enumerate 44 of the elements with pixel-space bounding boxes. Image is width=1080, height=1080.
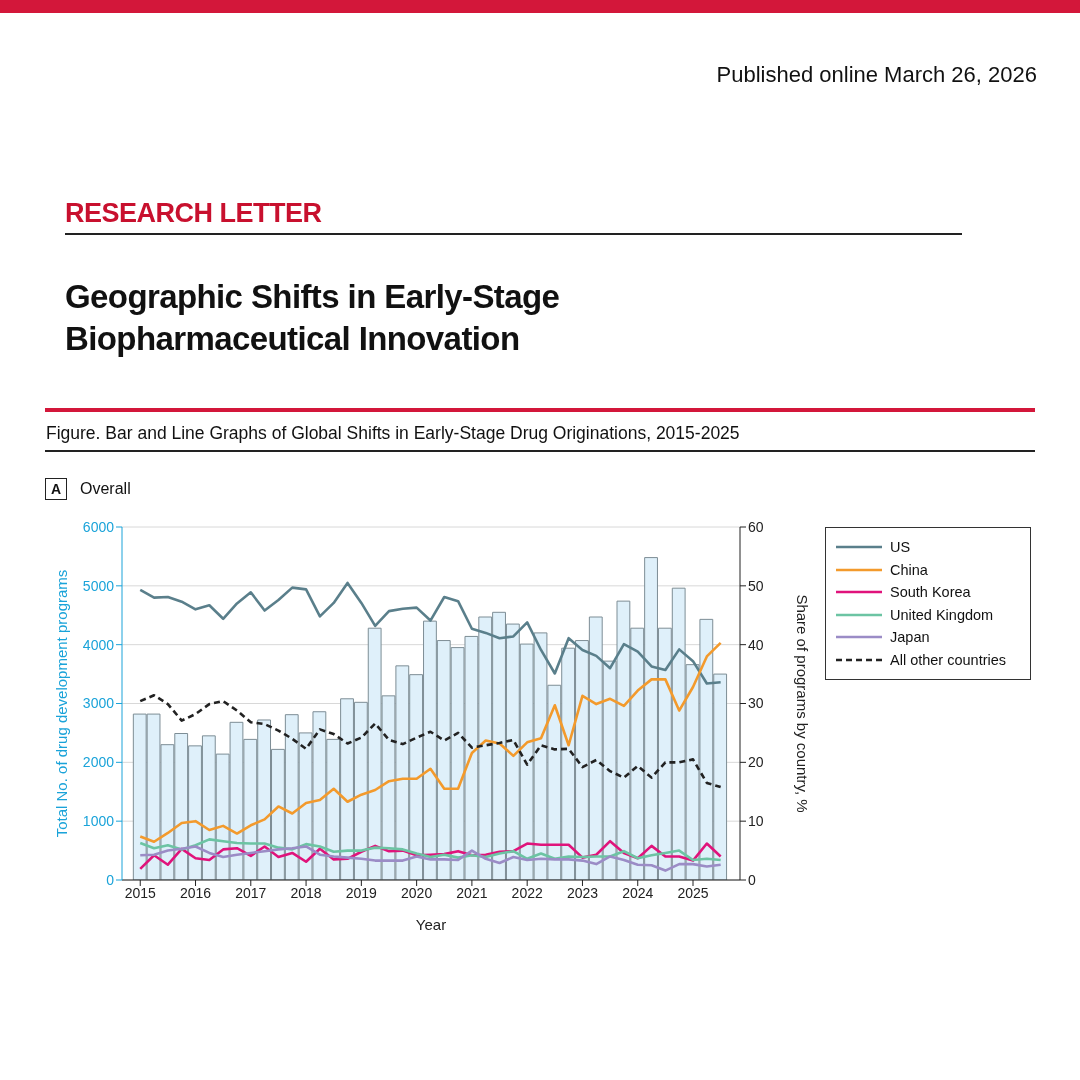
x-tick-label: 2023 xyxy=(566,884,599,901)
y-tick-label: 4000 xyxy=(82,636,115,653)
chart-subtitle: Figure. Bar and Line Graphs of Global Shifts in Early-Stage Drug Originations, 2015-2025 xyxy=(46,423,740,444)
chart-title: Geographic Shifts in Early-Stage Biopharmaceutical Innovation xyxy=(65,277,561,359)
line-series xyxy=(138,845,722,872)
y2-tick-label: 40 xyxy=(748,636,764,653)
legend-label: Japan xyxy=(890,629,930,646)
legend-label: United Kingdom xyxy=(890,606,994,623)
legend-label: China xyxy=(890,561,928,578)
y-tick-label: 3000 xyxy=(82,695,115,712)
y-axis-title: Total No. of drug development programs xyxy=(53,569,71,838)
text: Published online March 26, 2026 xyxy=(716,62,1037,88)
legend-label: All other countries xyxy=(890,651,1007,668)
x-tick-label: 2019 xyxy=(345,884,378,901)
y2-tick-label: 30 xyxy=(748,695,764,712)
x-tick-label: 2015 xyxy=(124,884,157,901)
y2-tick-label: 0 xyxy=(748,871,756,888)
y-tick-label: 1000 xyxy=(82,813,115,830)
text: RESEARCH LETTER xyxy=(65,198,322,229)
line-series xyxy=(138,693,722,789)
legend-label: US xyxy=(890,539,911,556)
y2-tick-label: 50 xyxy=(748,577,764,594)
y-tick-label: 6000 xyxy=(82,518,115,535)
line-series xyxy=(138,641,722,844)
x-tick-label: 2024 xyxy=(622,884,654,901)
y2-axis-title: Share of programs by country, % xyxy=(793,594,811,813)
y2-tick-label: 20 xyxy=(748,754,764,771)
x-tick-label: 2018 xyxy=(290,884,322,901)
x-tick-label: 2022 xyxy=(511,884,543,901)
y-tick-label: 5000 xyxy=(82,577,115,594)
y2-tick-label: 10 xyxy=(748,813,764,830)
x-tick-label: 2021 xyxy=(456,884,488,901)
text: A xyxy=(45,478,67,500)
legend-label: South Korea xyxy=(890,584,971,601)
x-axis-title: Year xyxy=(415,916,447,933)
y2-tick-label: 60 xyxy=(748,518,764,535)
x-tick-label: 2017 xyxy=(235,884,267,901)
text: Overall xyxy=(80,480,131,498)
y-tick-label: 2000 xyxy=(82,754,115,771)
line-series xyxy=(138,581,722,685)
y-tick-label: 0 xyxy=(106,871,115,888)
x-tick-label: 2025 xyxy=(677,884,709,901)
x-tick-label: 2016 xyxy=(179,884,212,901)
x-tick-label: 2020 xyxy=(401,884,433,901)
